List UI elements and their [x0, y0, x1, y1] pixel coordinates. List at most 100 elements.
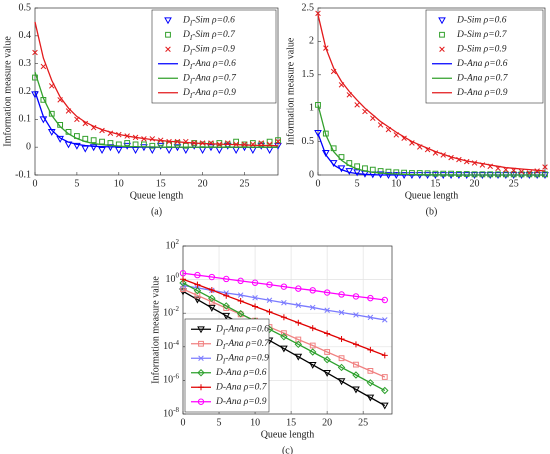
marker [338, 309, 345, 316]
y-tick-label: -0.1 [15, 169, 31, 180]
caption: (b) [426, 206, 438, 217]
marker [194, 271, 201, 279]
legend-label: D-Ana ρ=0.9 [215, 397, 267, 407]
legend-marker [439, 46, 445, 53]
x-tick-label: 10 [114, 178, 124, 189]
subscript: I [222, 342, 226, 350]
marker [309, 304, 316, 311]
x-tick-label: 25 [239, 178, 249, 189]
legend-label: D-Sim ρ=0.7 [456, 30, 508, 40]
subscript: I [189, 91, 193, 99]
legend-rest: -Ana ρ=0.9 [192, 88, 236, 98]
marker [223, 275, 230, 283]
legend-label: DI-Ana ρ=0.6 [182, 59, 236, 70]
legend: D-Sim ρ=0.6 D-Sim ρ=0.7 D-Sim ρ=0.9 D-Ana ρ… [425, 9, 544, 104]
y-tick-label: 0 [26, 141, 31, 152]
marker [352, 386, 360, 394]
marker [208, 294, 216, 303]
marker [380, 402, 389, 410]
legend-label: D-Sim ρ=0.6 [456, 15, 507, 25]
marker [194, 281, 201, 288]
legend-rest: -Sim ρ=0.7 [192, 30, 236, 40]
marker [315, 10, 321, 17]
marker [208, 140, 214, 146]
marker [280, 314, 287, 321]
legend-label: DI-Ana ρ=0.9 [182, 88, 236, 99]
marker [295, 285, 302, 292]
marker [252, 303, 259, 310]
marker [275, 138, 281, 145]
marker [367, 314, 374, 321]
legend-label: D-Ana ρ=0.6 [456, 59, 508, 69]
marker [156, 142, 165, 150]
marker [294, 340, 303, 349]
y-tick-label: 0.4 [19, 30, 32, 41]
x-axis-label: Queue length [261, 429, 315, 440]
legend-box [151, 9, 277, 104]
legend-label: D-Sim ρ=0.9 [456, 44, 507, 54]
y-tick-label: 0.5 [302, 136, 315, 147]
legend-box [425, 9, 544, 104]
marker [222, 302, 230, 310]
y-tick-label: 2 [309, 36, 314, 47]
legend-label: DI-Sim ρ=0.6 [182, 15, 235, 26]
marker [114, 147, 123, 154]
y-tick-label: 100 [166, 271, 180, 285]
x-axis-label: Queue length [130, 190, 184, 201]
superscript: -6 [173, 372, 179, 380]
marker [352, 293, 360, 300]
x-tick-label: 25 [358, 417, 368, 428]
series-line [34, 71, 278, 148]
marker [324, 307, 330, 313]
marker [381, 386, 389, 395]
y-tick-label: 0.1 [19, 114, 32, 125]
marker [236, 309, 245, 318]
marker [542, 164, 548, 170]
marker [322, 130, 329, 137]
marker [338, 291, 345, 298]
subscript: I [189, 19, 193, 27]
marker [280, 345, 288, 353]
legend-label: DI-Ana ρ=0.7 [215, 339, 270, 350]
marker [266, 297, 273, 304]
superscript: 0 [176, 271, 180, 279]
marker [281, 299, 287, 306]
subscript: I [222, 328, 226, 336]
marker [208, 273, 216, 281]
x-tick-label: 15 [430, 178, 440, 189]
legend-label: D-Ana ρ=0.7 [215, 382, 268, 392]
legend: DI-Ana ρ=0.6 DI-Ana ρ=0.7 DI-Ana ρ=0.9 D-An… [184, 318, 270, 413]
subscript: I [189, 48, 193, 56]
marker [309, 325, 316, 332]
marker [223, 292, 230, 299]
marker [309, 348, 317, 356]
series-line [182, 272, 385, 301]
x-tick-label: 5 [74, 178, 79, 189]
legend-label: DI-Ana ρ=0.7 [182, 73, 237, 84]
marker [294, 353, 303, 361]
caption: (c) [282, 445, 293, 454]
y-tick-label: 0.3 [19, 58, 32, 69]
marker [237, 298, 244, 305]
marker [65, 128, 72, 135]
axes-box [182, 245, 393, 415]
marker [323, 356, 331, 364]
caption: (a) [151, 206, 162, 217]
legend-label: DI-Sim ρ=0.7 [182, 30, 236, 41]
marker [57, 122, 64, 128]
y-tick-label: 0.5 [19, 2, 32, 13]
marker [295, 302, 302, 308]
marker [82, 135, 89, 142]
y-axis-label: Information measure value [285, 37, 296, 145]
marker [32, 49, 38, 56]
x-tick-label: 0 [316, 178, 321, 189]
legend-rest: -Ana ρ=0.7 [225, 339, 270, 349]
marker [367, 346, 374, 353]
marker [471, 160, 478, 166]
legend-label: D-Ana ρ=0.7 [456, 73, 509, 83]
superscript: 2 [176, 238, 180, 246]
marker [250, 141, 256, 148]
marker [353, 312, 359, 318]
marker [237, 277, 244, 285]
legend-marker [438, 17, 446, 25]
